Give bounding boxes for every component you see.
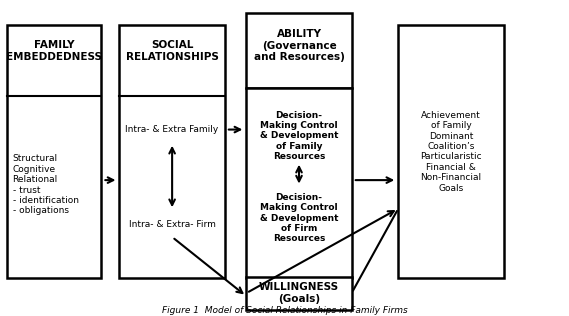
Text: Intra- & Extra Family: Intra- & Extra Family: [126, 125, 218, 134]
FancyBboxPatch shape: [119, 25, 225, 278]
Text: Structural
Cognitive
Relational
- trust
- identification
- obligations: Structural Cognitive Relational - trust …: [13, 154, 79, 216]
Text: Achievement
of Family
Dominant
Coalition’s
Particularistic
Financial &
Non-Finan: Achievement of Family Dominant Coalition…: [420, 111, 482, 192]
Text: Figure 1  Model of Social Relationships in Family Firms: Figure 1 Model of Social Relationships i…: [162, 307, 407, 315]
FancyBboxPatch shape: [7, 25, 101, 278]
Text: SOCIAL
RELATIONSHIPS: SOCIAL RELATIONSHIPS: [126, 40, 218, 62]
Text: Intra- & Extra- Firm: Intra- & Extra- Firm: [129, 220, 216, 229]
FancyBboxPatch shape: [246, 13, 352, 88]
Text: Decision-
Making Control
& Development
of Family
Resources: Decision- Making Control & Development o…: [260, 111, 338, 161]
Text: ABILITY
(Governance
and Resources): ABILITY (Governance and Resources): [254, 29, 344, 63]
FancyBboxPatch shape: [246, 88, 352, 278]
Text: Decision-
Making Control
& Development
of Firm
Resources: Decision- Making Control & Development o…: [260, 193, 338, 243]
Text: WILLINGNESS
(Goals): WILLINGNESS (Goals): [259, 283, 339, 304]
Text: FAMILY
EMBEDDEDNESS: FAMILY EMBEDDEDNESS: [6, 40, 102, 62]
FancyBboxPatch shape: [246, 276, 352, 310]
FancyBboxPatch shape: [398, 25, 504, 278]
